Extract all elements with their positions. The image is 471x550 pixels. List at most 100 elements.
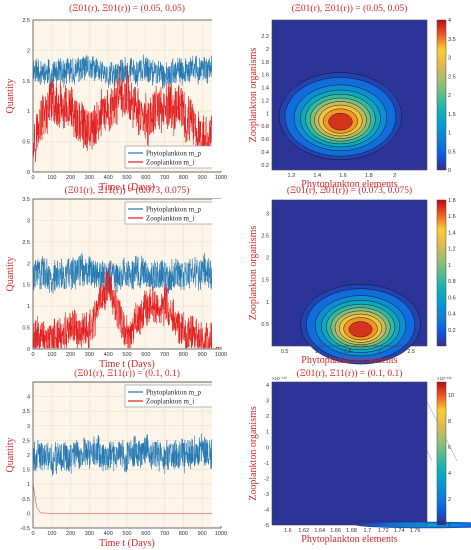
y-tick-label: 1 (27, 109, 30, 115)
y-tick-label: 3 (27, 218, 30, 224)
x-tick-label: 1.6 (284, 528, 292, 534)
y-tick-label: 0.5 (22, 326, 30, 332)
y-axis-label: Quantity (5, 257, 16, 292)
y-tick-label: 2.5 (22, 438, 30, 444)
chart-title: (Ξ01(r), Ξ11(r)) = (0.073, 0.075) (65, 185, 190, 196)
contour-streak (366, 381, 408, 461)
y-axis-label: Quantity (5, 438, 16, 473)
x-tick-label: 500 (122, 175, 131, 181)
x-tick-label: 900 (198, 531, 207, 537)
y-axis-label: Quantity (5, 79, 16, 114)
colorbar (436, 381, 447, 526)
y-tick-label: 0.5 (261, 322, 269, 328)
y-tick-label: -0.5 (21, 526, 30, 532)
x-tick-label: 600 (141, 175, 150, 181)
x-tick-label: 400 (104, 352, 113, 358)
colorbar-tick-label: 0.4 (448, 312, 456, 318)
y-axis-exponent: ×10⁻¹¹³ (272, 376, 287, 381)
y-tick-label: 1 (266, 111, 269, 117)
x-tick-label: 900 (198, 175, 207, 181)
contour-streak (391, 381, 433, 461)
x-tick-label: 0.5 (281, 349, 289, 355)
legend-entry: Zooplankton m_i (146, 159, 194, 167)
x-tick-label: 1.66 (330, 528, 341, 534)
y-tick-label: 3.5 (22, 197, 30, 203)
colorbar-tick-label: 1.5 (448, 112, 456, 118)
contour-level (348, 321, 373, 338)
timeseries-panel-3: 0 100 200 300 400 500 600 700 800 900 1000-0.500.5… (5, 368, 227, 549)
y-tick-label: 0.4 (261, 150, 269, 156)
contour-panel-3: 1.6 1.62 1.64 1.66 1.68 1.7 1.72 1.74 1.76 -5 -4 -3… (212, 368, 471, 545)
x-tick-label: 300 (85, 352, 94, 358)
x-tick-label: 700 (160, 352, 169, 358)
timeseries-panel-2: 0 100 200 300 400 500 600 700 800 900 1000 0 0.5 1 1.5… (5, 185, 227, 370)
y-tick-label: 3 (266, 211, 269, 217)
colorbar-tick-label: 0.2 (448, 328, 456, 334)
y-tick-label: -4 (264, 507, 269, 513)
y-tick-label: 2.5 (22, 18, 30, 24)
y-tick-label: 3 (266, 399, 269, 405)
colorbar-tick-label: 3 (448, 56, 451, 62)
legend-entry: Zooplankton m_i (146, 398, 194, 406)
x-tick-label: 2 (393, 173, 396, 179)
x-tick-label: 1.72 (378, 528, 389, 534)
x-tick-label: 1000 (215, 175, 227, 181)
colorbar-tick-label: 2.5 (448, 74, 456, 80)
y-tick-label: 1 (266, 300, 269, 306)
contour-panel-1: 1.2 1.4 1.6 1.8 2 0.2 0.4 0.6 0.8 1 1.2 1.4 1.6 1.8 2 2… (212, 3, 456, 190)
x-tick-label: 300 (85, 531, 94, 537)
y-tick-label: 3 (27, 424, 30, 430)
colorbar-tick-label: 0 (448, 168, 451, 174)
x-tick-label: 2 (378, 349, 381, 355)
chart-title: (Ξ01(r), Ξ01(r)) = (0.05, 0.05) (292, 3, 408, 14)
mask (212, 199, 272, 347)
y-tick-label: 0.8 (261, 124, 269, 130)
x-tick-label: 800 (179, 531, 188, 537)
colorbar (436, 19, 447, 171)
colorbar-tick-label: 0 (448, 523, 451, 529)
mask (212, 381, 272, 526)
legend-entry: Phytoplankton m_p (146, 206, 202, 214)
colorbar-tick-label: 2 (448, 93, 451, 99)
x-tick-label: 500 (122, 531, 131, 537)
contour-panel-2: 0.5 1 1.5 2 2.5 0.5 1 1.5 2 2.5 3 (Ξ01(r), Ξ01(r)) … (212, 185, 456, 366)
contour-streak (341, 381, 383, 461)
plot-frame (271, 199, 428, 347)
x-tick-label: 1000 (215, 352, 227, 358)
y-tick-label: 2 (266, 414, 269, 420)
y-tick-label: 0 (266, 445, 269, 451)
legend-entry: Phytoplankton m_p (146, 150, 202, 158)
colorbar-tick-label: 3.5 (448, 37, 456, 43)
x-tick-label: 100 (47, 175, 56, 181)
x-tick-label: 1.64 (314, 528, 325, 534)
y-tick-label: 4 (27, 395, 30, 401)
x-tick-label: 1.6 (339, 173, 347, 179)
y-tick-label: 1.5 (22, 79, 30, 85)
x-tick-label: 900 (198, 352, 207, 358)
x-tick-label: 0 (31, 175, 34, 181)
x-tick-label: 1.8 (365, 173, 373, 179)
y-tick-label: 1.5 (261, 278, 269, 284)
x-tick-label: 1.74 (394, 528, 405, 534)
x-tick-label: 1.62 (298, 528, 309, 534)
y-tick-label: 1 (266, 430, 269, 436)
x-tick-label: 200 (66, 531, 75, 537)
series-line-phytoplankton (32, 433, 222, 477)
x-tick-label: 500 (122, 352, 131, 358)
y-tick-label: -2 (264, 476, 269, 482)
contour-level (328, 113, 353, 131)
colorbar-tick-label: 0.8 (448, 279, 456, 285)
colorbar-tick-label: 1 (448, 263, 451, 269)
y-tick-label: 2.5 (22, 240, 30, 246)
colorbar-tick-label: 1.4 (448, 230, 456, 236)
x-tick-label: 1.68 (346, 528, 357, 534)
chart-title: (Ξ01(r), Ξ01(r)) = (0.05, 0.05) (69, 3, 185, 14)
y-tick-label: 2 (266, 47, 269, 53)
contour-streak (316, 381, 358, 461)
x-tick-label: 600 (141, 352, 150, 358)
x-tick-label: 400 (104, 531, 113, 537)
x-tick-label: 700 (160, 175, 169, 181)
y-axis-label: Zooplankton organisms (248, 406, 259, 501)
x-tick-label: 1.76 (410, 528, 421, 534)
y-tick-label: 0 (27, 511, 30, 517)
